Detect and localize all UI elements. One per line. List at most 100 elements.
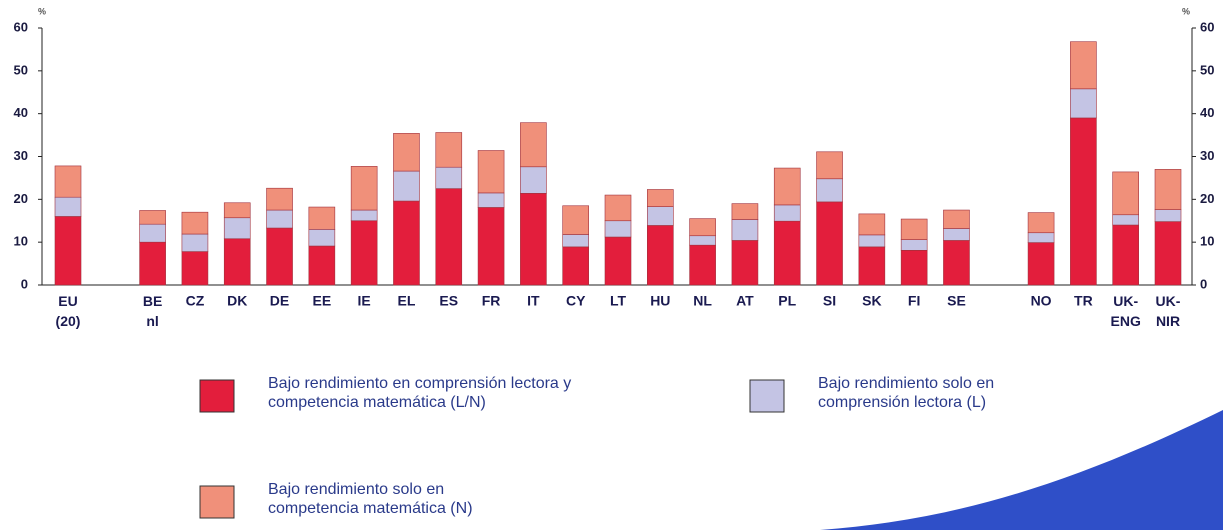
bar-segment [435, 188, 463, 286]
bar-segment [900, 239, 928, 251]
bar-segment [731, 219, 759, 241]
bar-segment [223, 238, 251, 286]
x-tick-label: UK-NIR [1156, 293, 1181, 329]
x-tick-label: FR [482, 293, 501, 309]
bar-segment [308, 229, 336, 247]
bar-segment [350, 166, 378, 211]
bar-segment [943, 240, 970, 286]
legend-swatch [749, 379, 785, 413]
bar-segment [943, 209, 970, 229]
bar-segment [181, 211, 209, 235]
x-tick-label: NL [693, 293, 712, 309]
bar-segment [477, 150, 505, 194]
bar-segment [181, 233, 209, 252]
bar-segment [54, 165, 82, 198]
bar-segment [1112, 171, 1139, 216]
bar-segment [562, 234, 589, 248]
y2-unit: % [1182, 6, 1190, 16]
x-tick-label: PL [778, 293, 796, 309]
x-tick-label: EL [398, 293, 416, 309]
bar-segment [435, 132, 463, 168]
bar-segment [435, 166, 463, 189]
bar-segment [900, 250, 928, 286]
bar-segment [1070, 88, 1097, 119]
bar-segment [689, 244, 716, 286]
bar-segment [604, 194, 632, 222]
bar-segment [266, 227, 293, 286]
bar-segment [223, 202, 251, 219]
x-tick-label: SI [823, 293, 836, 309]
legend-label: Bajo rendimiento solo en comprensión lect… [818, 375, 994, 411]
bar-segment [54, 216, 82, 286]
bar-segment [477, 192, 505, 208]
y-tick-label: 10 [14, 234, 28, 249]
bar-segment [477, 207, 505, 286]
bar-segment [1112, 224, 1139, 286]
bar-segment [520, 166, 547, 194]
bar-segment [139, 241, 166, 286]
bar-segment [647, 225, 674, 286]
bar-segment [223, 217, 251, 240]
x-tick-label: CZ [186, 293, 205, 309]
y2-tick-label: 0 [1200, 276, 1207, 291]
decoration [820, 410, 1223, 530]
bar-segment [604, 236, 632, 286]
x-tick-label: IE [358, 293, 371, 309]
bar-segment [858, 234, 886, 248]
bar-segment [689, 235, 716, 246]
bar-segment [350, 220, 378, 286]
bar-segment [350, 209, 378, 222]
x-tick-label: ES [439, 293, 458, 309]
y-tick-label: 20 [14, 191, 28, 206]
bar-segment [139, 210, 166, 225]
x-tick-label: NO [1031, 293, 1052, 309]
bar-segment [773, 167, 801, 206]
y-unit: % [38, 6, 46, 16]
x-tick-label: FI [908, 293, 920, 309]
bar-segment [520, 122, 547, 168]
bar-segment [54, 196, 82, 217]
bar-segment [393, 133, 420, 172]
legend-swatch [199, 485, 235, 519]
bar-segment [1154, 209, 1182, 222]
bar-segment [308, 206, 336, 230]
x-tick-label: EU (20) [56, 293, 81, 329]
bar-segment [562, 246, 589, 286]
x-tick-label: UK-ENG [1111, 293, 1141, 329]
x-tick-label: AT [736, 293, 754, 309]
x-tick-label: TR [1074, 293, 1093, 309]
bar-segment [393, 170, 420, 202]
bar-segment [1027, 232, 1055, 243]
bar-segment [266, 209, 293, 229]
bar-segment [731, 240, 759, 286]
x-tick-label: DE [270, 293, 289, 309]
x-tick-label: LT [610, 293, 627, 309]
bar-segment [562, 205, 589, 235]
y2-tick-label: 30 [1200, 148, 1214, 163]
legend-label: Bajo rendimiento solo en competencia mate… [268, 481, 473, 517]
bar-segment [647, 189, 674, 207]
legend-label: Bajo rendimiento en comprensión lectora … [268, 375, 571, 411]
bar-segment [816, 178, 843, 203]
bar-segment [1027, 242, 1055, 286]
bar-segment [816, 151, 843, 180]
y-tick-label: 60 [14, 19, 28, 34]
x-tick-label: SE [947, 293, 966, 309]
bar-segment [816, 201, 843, 286]
bar-segment [181, 251, 209, 286]
bar-segment [858, 246, 886, 286]
x-tick-label: EE [313, 293, 332, 309]
bar-segment [1154, 221, 1182, 286]
legend-swatch [199, 379, 235, 413]
x-tick-label: HU [650, 293, 670, 309]
x-tick-label: CY [566, 293, 586, 309]
y2-tick-label: 60 [1200, 19, 1214, 34]
bar-segment [731, 203, 759, 220]
bar-segment [900, 218, 928, 240]
bar-segment [1027, 212, 1055, 234]
bar-segment [266, 187, 293, 211]
y2-tick-label: 20 [1200, 191, 1214, 206]
bar-segment [647, 206, 674, 226]
bar-segment [1070, 117, 1097, 286]
x-tick-label: BE nl [143, 293, 162, 329]
